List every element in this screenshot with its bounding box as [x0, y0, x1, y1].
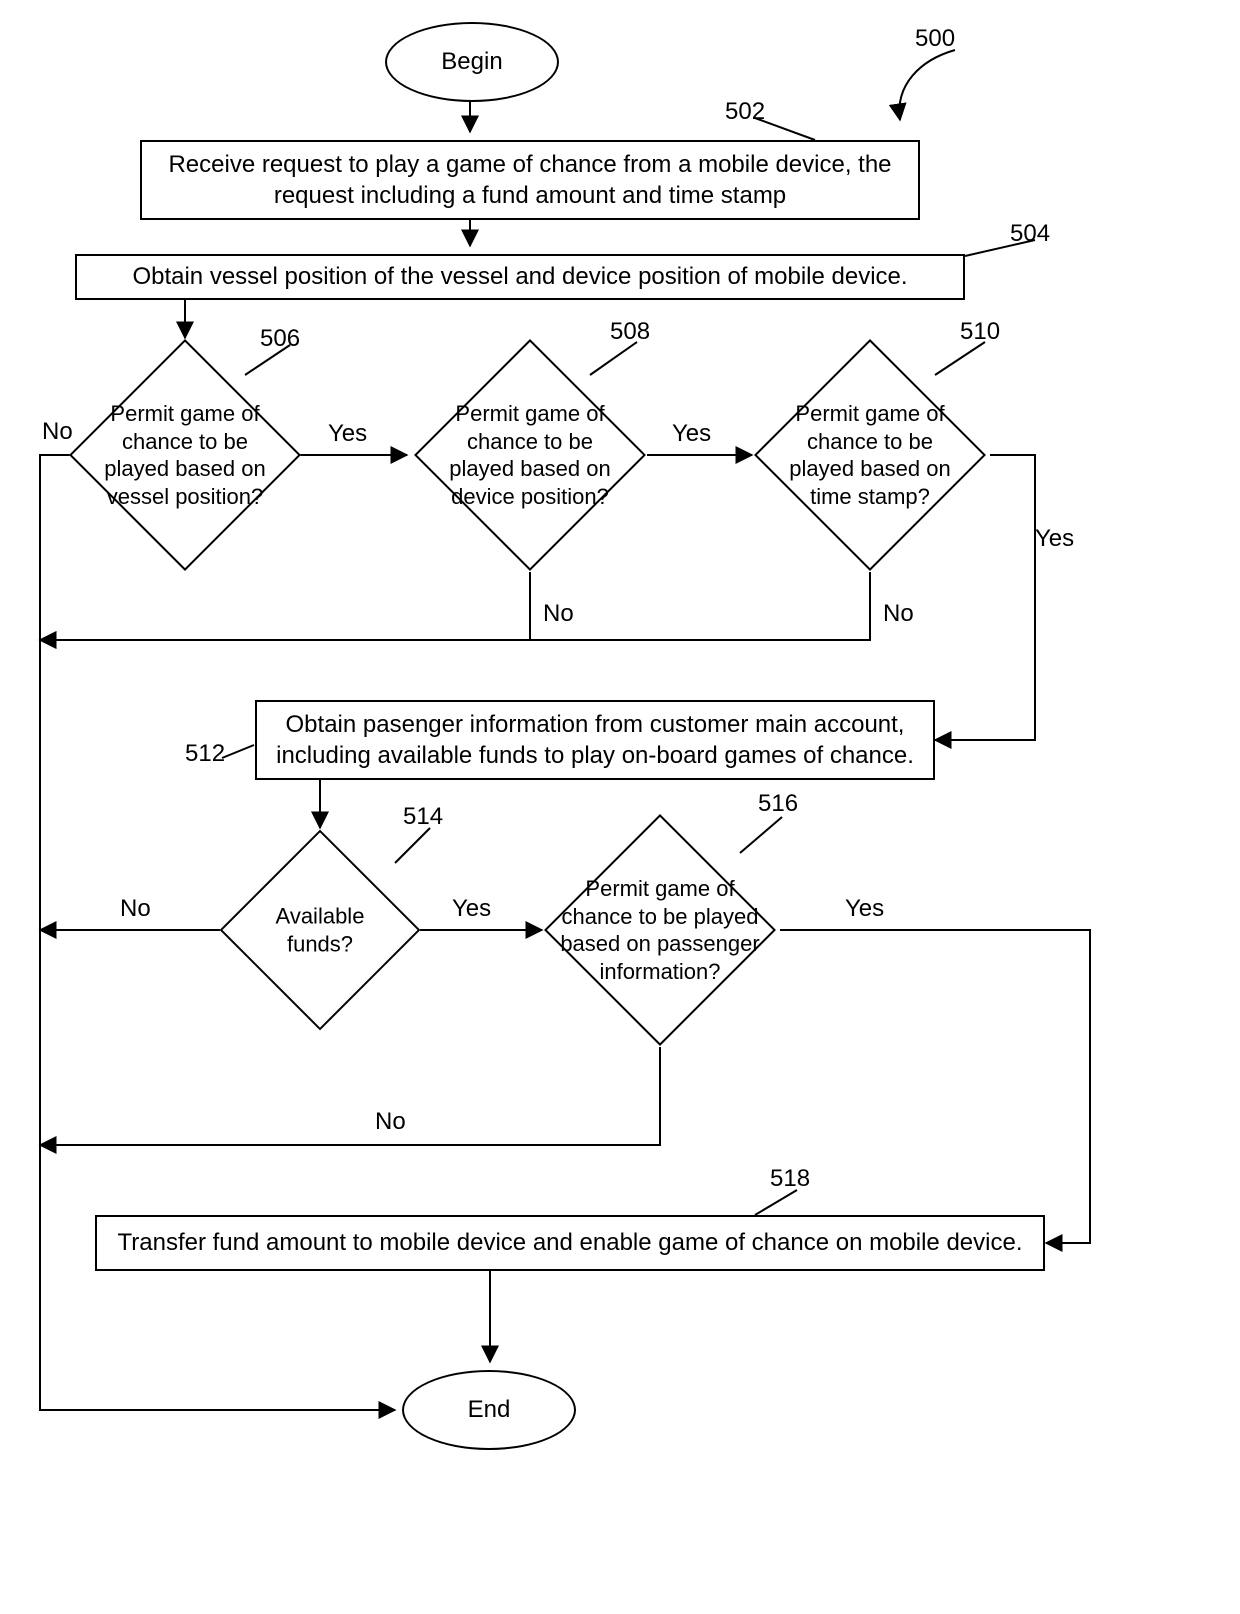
process-518-text: Transfer fund amount to mobile device an…: [118, 1227, 1023, 1258]
label-506-yes: Yes: [328, 420, 367, 448]
label-506-no: No: [42, 418, 73, 446]
label-514-yes: Yes: [452, 895, 491, 923]
decision-506: Permit game of chance to be played based…: [70, 340, 300, 570]
ref-518: 518: [770, 1165, 810, 1193]
decision-510-text: Permit game of chance to be played based…: [780, 400, 960, 510]
label-516-yes: Yes: [845, 895, 884, 923]
decision-508-text: Permit game of chance to be played based…: [435, 400, 625, 510]
label-514-no: No: [120, 895, 151, 923]
decision-516: Permit game of chance to be played based…: [545, 815, 775, 1045]
decision-510: Permit game of chance to be played based…: [755, 340, 985, 570]
ref-500: 500: [915, 25, 955, 53]
label-508-yes: Yes: [672, 420, 711, 448]
terminator-end-label: End: [468, 1396, 511, 1424]
decision-508: Permit game of chance to be played based…: [415, 340, 645, 570]
process-518: Transfer fund amount to mobile device an…: [95, 1215, 1045, 1271]
process-512: Obtain pasenger information from custome…: [255, 700, 935, 780]
decision-514: Available funds?: [220, 830, 420, 1030]
process-504: Obtain vessel position of the vessel and…: [75, 254, 965, 300]
ref-512: 512: [185, 740, 225, 768]
terminator-begin: Begin: [385, 22, 559, 102]
label-510-yes: Yes: [1035, 525, 1074, 553]
terminator-begin-label: Begin: [441, 48, 502, 76]
ref-504: 504: [1010, 220, 1050, 248]
process-504-text: Obtain vessel position of the vessel and…: [132, 261, 907, 292]
decision-506-text: Permit game of chance to be played based…: [95, 400, 275, 510]
connectors: [0, 0, 1240, 1614]
ref-514: 514: [403, 803, 443, 831]
ref-510: 510: [960, 318, 1000, 346]
label-516-no: No: [375, 1108, 406, 1136]
ref-502: 502: [725, 98, 765, 126]
ref-508: 508: [610, 318, 650, 346]
decision-514-text: Available funds?: [250, 903, 390, 958]
label-510-no: No: [883, 600, 914, 628]
label-508-no: No: [543, 600, 574, 628]
decision-516-text: Permit game of chance to be played based…: [560, 875, 760, 985]
process-512-text: Obtain pasenger information from custome…: [269, 709, 921, 771]
flowchart-canvas: Begin Receive request to play a game of …: [0, 0, 1240, 1614]
process-502-text: Receive request to play a game of chance…: [154, 149, 906, 211]
ref-516: 516: [758, 790, 798, 818]
terminator-end: End: [402, 1370, 576, 1450]
ref-506: 506: [260, 325, 300, 353]
process-502: Receive request to play a game of chance…: [140, 140, 920, 220]
